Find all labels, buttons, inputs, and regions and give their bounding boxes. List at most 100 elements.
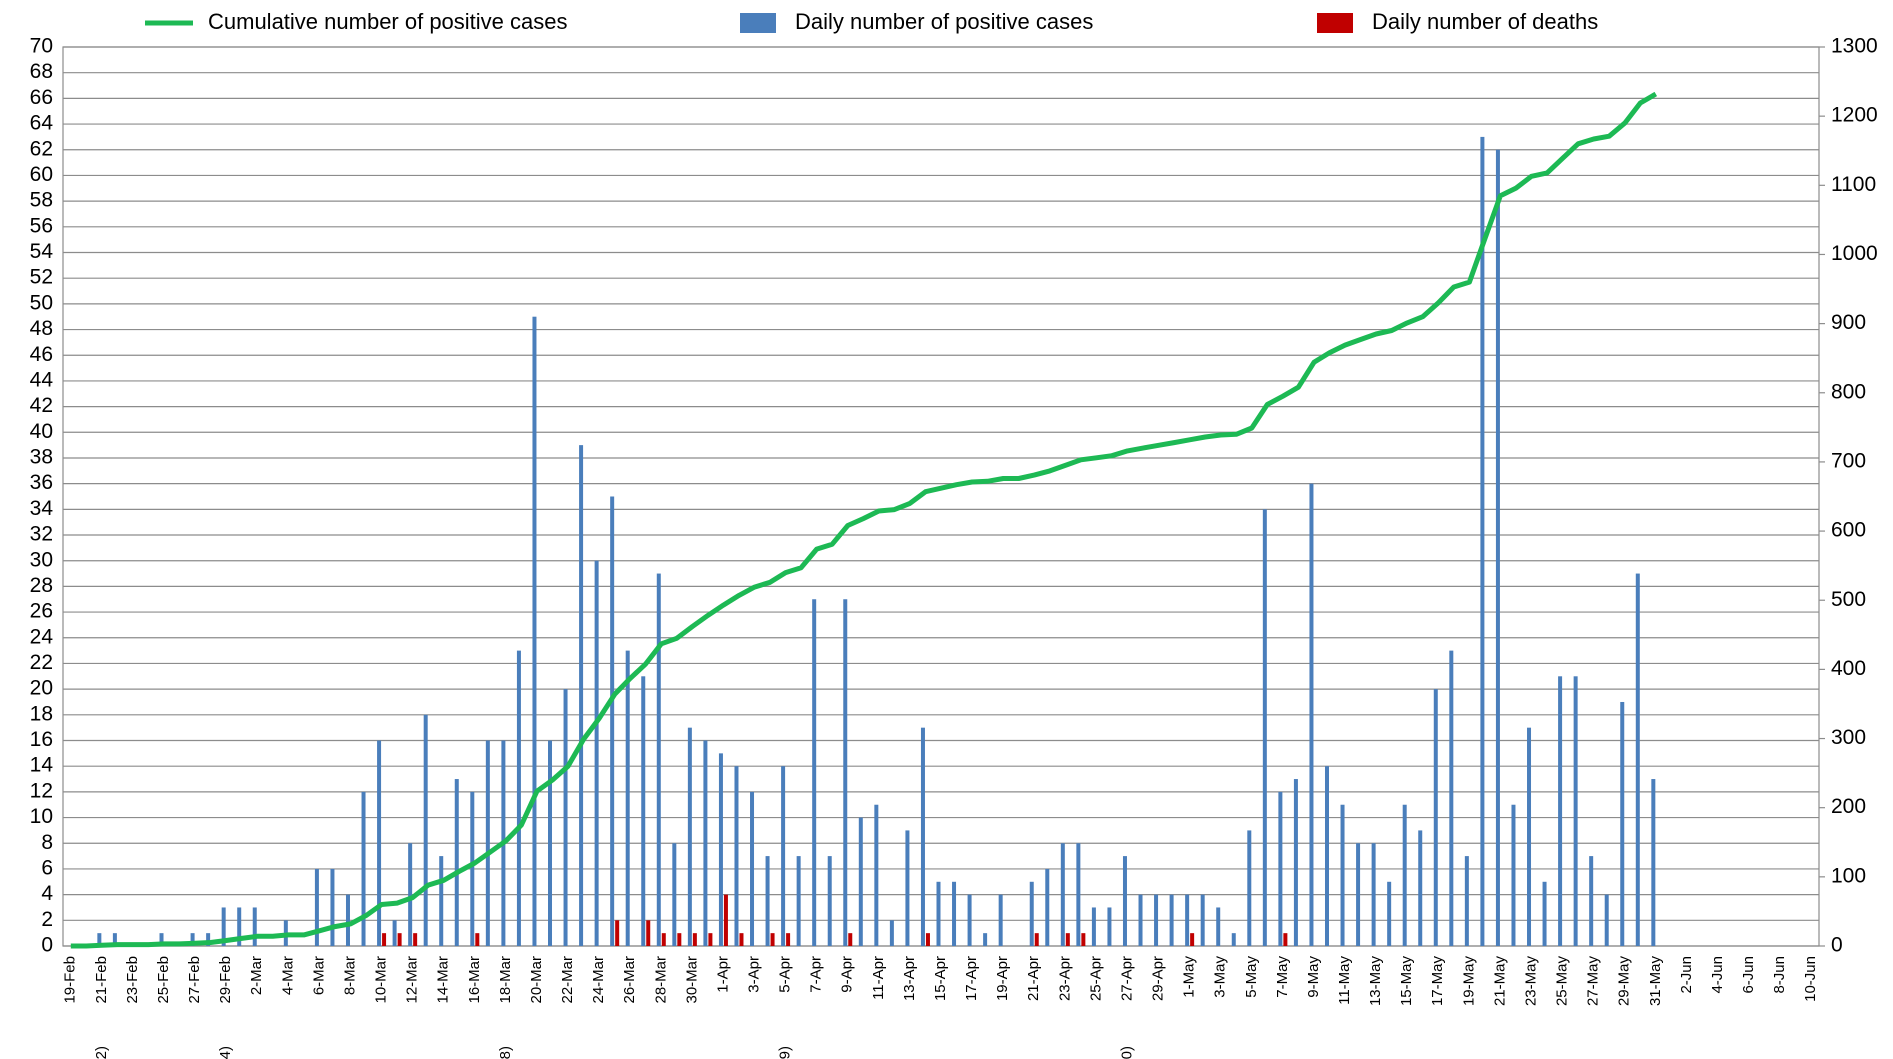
- bar: [1091, 907, 1096, 946]
- x-tick-label: 20-Mar: [528, 956, 545, 1004]
- bar: [159, 933, 164, 946]
- bar: [594, 560, 599, 946]
- x-tick-label: 25-Apr: [1087, 956, 1104, 1001]
- x-tick-label: 1-May: [1181, 956, 1198, 998]
- y2-tick-label: 1200: [1831, 104, 1878, 127]
- bar: [874, 804, 879, 946]
- bar: [397, 933, 402, 946]
- x-tick-label: 19-Apr: [994, 956, 1011, 1001]
- y-tick-label: 44: [30, 368, 54, 391]
- x-tick-label: 27-Apr: [1118, 956, 1135, 1001]
- bar: [889, 920, 894, 946]
- x-tick-label: 22-Mar: [559, 956, 576, 1004]
- bar: [905, 830, 910, 946]
- bar: [692, 933, 697, 946]
- y-tick-label: 28: [30, 574, 53, 597]
- annotation: (10): [1118, 1046, 1135, 1059]
- x-tick-label: 21-May: [1491, 956, 1508, 1007]
- y2-tick-label: 300: [1831, 726, 1866, 749]
- x-tick-label: 1-Apr: [714, 956, 731, 993]
- x-tick-label: 10-Mar: [373, 956, 390, 1004]
- bar: [1122, 856, 1127, 946]
- plot-frame: [62, 46, 1820, 947]
- bar: [1620, 701, 1625, 946]
- bar: [485, 740, 490, 946]
- bar: [1371, 843, 1376, 946]
- bar: [1262, 509, 1267, 946]
- bar: [739, 933, 744, 946]
- bar: [661, 933, 666, 946]
- y-tick-label: 52: [30, 266, 53, 289]
- bar: [848, 933, 853, 946]
- bar: [1604, 894, 1609, 946]
- x-tick-label: 3-May: [1212, 956, 1229, 998]
- bar: [703, 740, 708, 946]
- bar: [548, 740, 553, 946]
- y2-tick-label: 100: [1831, 864, 1866, 887]
- bar: [579, 445, 584, 946]
- y2-tick-label: 1300: [1831, 35, 1878, 58]
- legend-swatch: [1317, 13, 1353, 33]
- x-tick-label: 9-May: [1305, 956, 1322, 998]
- bar: [983, 933, 988, 946]
- bar: [1309, 483, 1314, 946]
- y-tick-label: 64: [30, 112, 54, 135]
- y-tick-label: 26: [30, 600, 53, 623]
- annotation: (9): [777, 1046, 794, 1059]
- bar: [392, 920, 397, 946]
- y-tick-label: 62: [30, 137, 53, 160]
- y-tick-label: 30: [30, 548, 53, 571]
- y-tick-label: 8: [41, 831, 53, 854]
- annotation: (2): [93, 1046, 110, 1059]
- y2-tick-label: 500: [1831, 588, 1866, 611]
- bar: [925, 933, 930, 946]
- bar: [1065, 933, 1070, 946]
- bar: [858, 817, 863, 946]
- y2-tick-label: 1100: [1831, 173, 1876, 196]
- bar: [470, 791, 475, 946]
- y-tick-label: 2: [41, 908, 53, 931]
- bar: [1216, 907, 1221, 946]
- line: [70, 91, 1658, 949]
- y-tick-label: 34: [30, 497, 54, 520]
- bar: [439, 856, 444, 946]
- bar: [1324, 766, 1329, 946]
- bar: [1169, 894, 1174, 946]
- bar: [237, 907, 242, 946]
- bar: [1107, 907, 1112, 946]
- bar: [1247, 830, 1252, 946]
- x-tick-label: 8-Jun: [1771, 956, 1788, 994]
- x-tick-label: 5-May: [1243, 956, 1260, 998]
- bar: [423, 714, 428, 946]
- bar: [827, 856, 832, 946]
- x-tick-label: 17-May: [1429, 956, 1446, 1007]
- y2-tick-label: 900: [1831, 311, 1866, 334]
- annotation: (4): [217, 1046, 234, 1059]
- bar: [1283, 933, 1288, 946]
- x-tick-label: 13-Apr: [901, 956, 918, 1001]
- bar: [1076, 843, 1081, 946]
- x-tick-label: 29-May: [1616, 956, 1633, 1007]
- bar: [1573, 676, 1578, 946]
- bar: [1190, 933, 1195, 946]
- x-tick-label: 30-Mar: [683, 956, 700, 1004]
- x-tick-label: 21-Feb: [93, 956, 110, 1004]
- bar: [475, 933, 480, 946]
- bar: [781, 766, 786, 946]
- bar: [625, 650, 630, 946]
- y-tick-label: 10: [30, 805, 53, 828]
- x-tick-label: 4-Jun: [1709, 956, 1726, 994]
- bar: [1495, 149, 1500, 946]
- bar: [734, 766, 739, 946]
- bar: [1185, 894, 1190, 946]
- bar: [1081, 933, 1086, 946]
- bar: [1060, 843, 1065, 946]
- x-tick-label: 29-Feb: [217, 956, 234, 1004]
- bar: [1231, 933, 1236, 946]
- x-tick-label: 23-Feb: [124, 956, 141, 1004]
- y2-tick-label: 400: [1831, 657, 1866, 680]
- y-tick-label: 38: [30, 446, 53, 469]
- y-tick-label: 50: [30, 291, 53, 314]
- bar: [1542, 881, 1547, 946]
- y-tick-label: 32: [30, 523, 53, 546]
